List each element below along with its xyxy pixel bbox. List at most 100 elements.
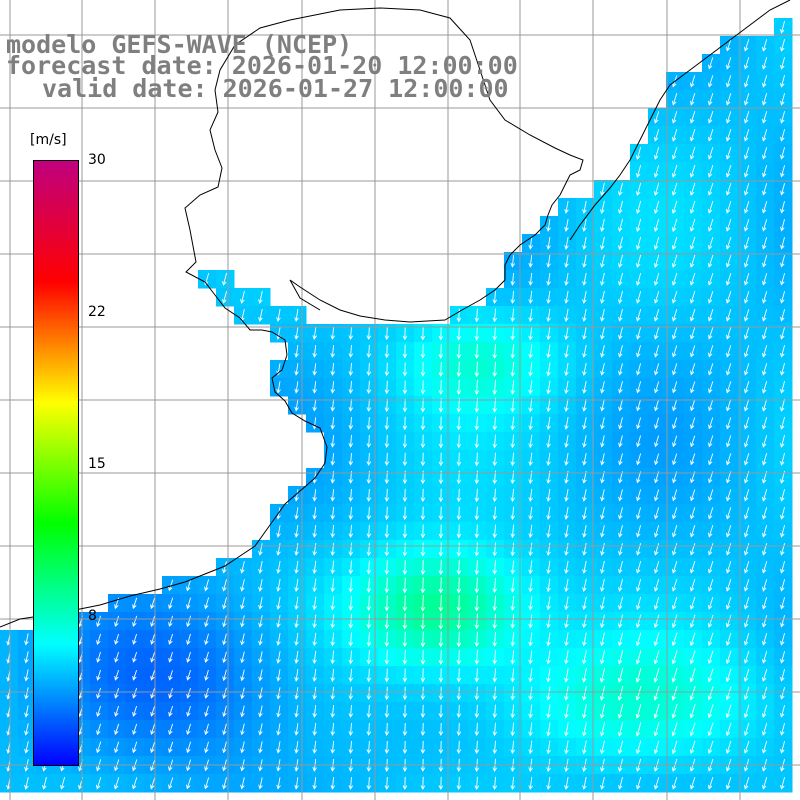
- wind-arrow: [618, 290, 624, 304]
- wind-arrow: [456, 524, 462, 539]
- wind-arrow: [707, 327, 714, 340]
- wind-arrow: [618, 489, 623, 502]
- wind-arrow: [780, 255, 786, 268]
- wind-arrow: [294, 399, 299, 412]
- wind-arrow: [222, 290, 228, 304]
- wind-arrow: [671, 290, 678, 304]
- wind-arrow: [780, 129, 786, 142]
- wind-arrow: [780, 651, 786, 664]
- wind-arrow: [690, 435, 696, 448]
- wind-arrow: [294, 489, 299, 502]
- wind-arrow: [690, 489, 696, 502]
- wind-arrow: [312, 326, 317, 340]
- wind-arrow: [725, 543, 732, 556]
- wind-arrow: [330, 489, 336, 502]
- wind-arrow: [510, 380, 515, 395]
- wind-arrow: [564, 201, 569, 214]
- wind-arrow: [761, 345, 768, 358]
- wind-arrow: [330, 507, 336, 520]
- wind-arrow: [599, 650, 606, 665]
- wind-arrow: [492, 343, 497, 359]
- wind-arrow: [402, 542, 408, 557]
- wind-arrow: [348, 650, 354, 665]
- wind-arrow: [707, 200, 714, 214]
- wind-arrow: [707, 146, 714, 160]
- wind-arrow: [402, 488, 408, 503]
- wind-arrow: [240, 597, 245, 610]
- wind-arrow: [294, 614, 299, 629]
- wind-arrow: [761, 615, 768, 628]
- wind-arrow: [743, 345, 750, 358]
- wind-arrow: [761, 435, 768, 448]
- wind-arrow: [492, 542, 498, 557]
- wind-arrow: [510, 326, 515, 341]
- wind-arrow: [636, 776, 642, 790]
- wind-arrow: [690, 399, 696, 412]
- wind-arrow: [635, 164, 642, 178]
- wind-arrow: [474, 524, 480, 539]
- wind-arrow: [510, 273, 516, 286]
- wind-arrow: [366, 506, 372, 521]
- forecast-date: forecast date: 2026-01-20 12:00:00: [6, 51, 518, 80]
- wind-arrow: [671, 272, 678, 286]
- wind-arrow: [132, 741, 138, 754]
- wind-arrow: [240, 777, 245, 790]
- wind-arrow: [582, 560, 587, 574]
- wind-arrow: [600, 435, 605, 448]
- wind-arrow: [96, 651, 101, 663]
- wind-arrow: [743, 237, 750, 250]
- wind-arrow: [402, 380, 408, 395]
- wind-arrow: [582, 776, 587, 790]
- wind-arrow: [725, 686, 732, 701]
- wind-arrow: [582, 218, 587, 232]
- wind-arrow: [348, 704, 354, 718]
- wind-arrow: [600, 218, 605, 233]
- wind-arrow: [168, 705, 174, 717]
- wind-arrow: [510, 668, 515, 683]
- wind-arrow: [258, 669, 263, 682]
- wind-arrow: [240, 290, 245, 304]
- wind-arrow: [384, 631, 390, 648]
- wind-arrow: [330, 453, 336, 466]
- wind-arrow: [564, 560, 569, 575]
- wind-arrow: [617, 740, 624, 755]
- wind-arrow: [761, 722, 768, 736]
- wind-arrow: [564, 326, 569, 341]
- wind-arrow: [546, 578, 551, 593]
- wind-arrow: [635, 236, 642, 250]
- wind-arrow: [240, 561, 245, 574]
- wind-arrow: [402, 344, 408, 359]
- wind-arrow: [348, 722, 354, 736]
- wind-arrow: [438, 577, 444, 594]
- wind-arrow: [114, 723, 120, 736]
- wind-arrow: [780, 543, 786, 556]
- wind-arrow: [492, 290, 498, 305]
- wind-arrow: [671, 686, 678, 701]
- wind-arrow: [204, 687, 209, 699]
- wind-arrow: [294, 345, 299, 358]
- wind-arrow: [528, 686, 533, 701]
- wind-arrow: [474, 722, 480, 737]
- wind-arrow: [474, 488, 480, 503]
- wind-arrow: [653, 290, 660, 304]
- wind-arrow: [240, 705, 245, 718]
- wind-arrow: [671, 777, 678, 790]
- wind-arrow: [600, 560, 605, 574]
- wind-arrow: [725, 525, 732, 538]
- wind-arrow: [636, 489, 642, 502]
- wind-arrow: [402, 776, 408, 791]
- wind-arrow: [726, 435, 732, 448]
- wind-arrow: [671, 722, 678, 737]
- wind-arrow: [330, 363, 336, 376]
- wind-arrow: [564, 668, 569, 683]
- wind-arrow: [456, 613, 462, 630]
- wind-arrow: [743, 668, 750, 682]
- wind-arrow: [762, 201, 768, 214]
- wind-arrow: [689, 164, 696, 178]
- wind-arrow: [132, 651, 138, 663]
- wind-arrow: [294, 381, 299, 394]
- wind-arrow: [186, 669, 191, 681]
- wind-arrow: [186, 651, 191, 663]
- wind-arrow: [779, 452, 786, 466]
- wind-arrow: [636, 417, 642, 430]
